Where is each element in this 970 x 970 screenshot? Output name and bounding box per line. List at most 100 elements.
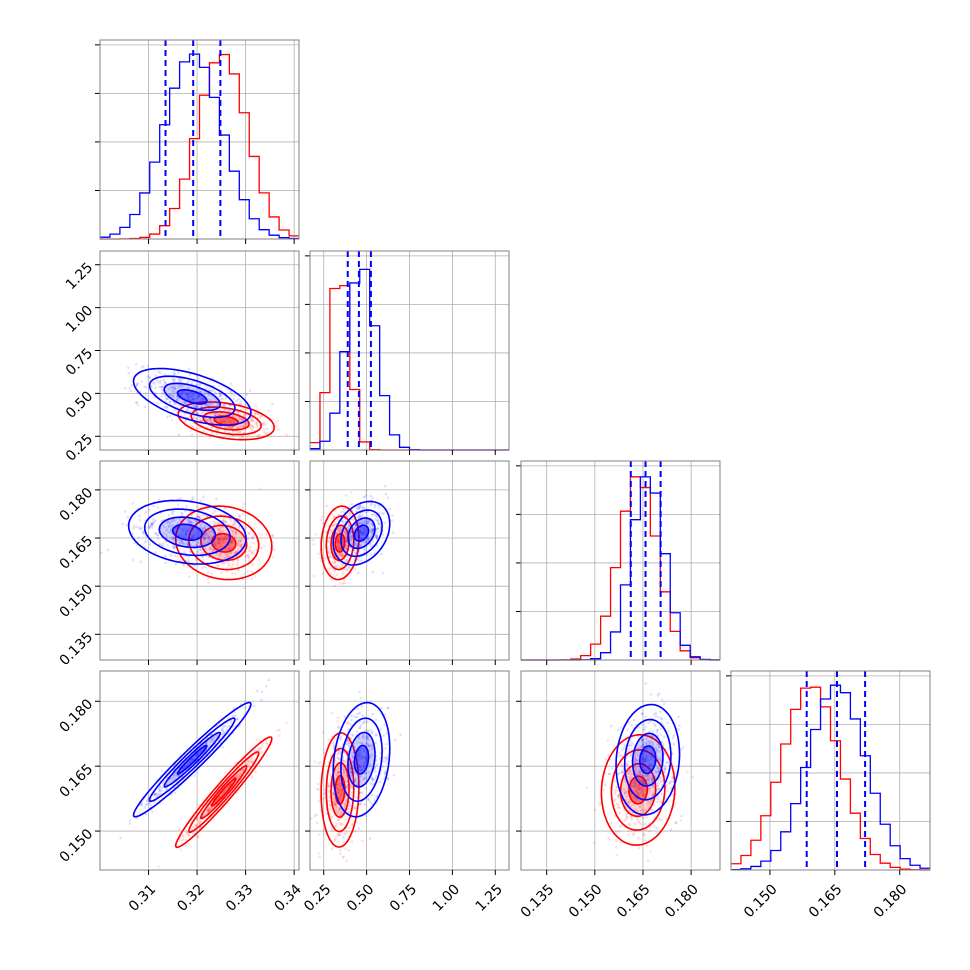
scatter-point [147, 525, 151, 529]
scatter-point [187, 518, 190, 522]
scatter-point [640, 745, 644, 749]
scatter-point [354, 777, 358, 781]
scatter-point [367, 538, 370, 541]
contour-blue-3 [347, 517, 376, 550]
density-fill-red [200, 525, 247, 561]
scatter-point [353, 745, 356, 749]
scatter-point [250, 570, 253, 573]
scatter-point [357, 515, 360, 519]
scatter-point [360, 530, 364, 534]
scatter-point [343, 527, 347, 531]
scatter-point [338, 814, 342, 817]
scatter-point [345, 800, 348, 803]
scatter-point [337, 534, 341, 537]
scatter-point [362, 519, 365, 522]
scatter-point [337, 544, 340, 548]
scatter-point [622, 787, 626, 791]
scatter-point [233, 522, 237, 526]
scatter-point [345, 539, 348, 543]
y-tick-label: 1.25 [63, 260, 96, 293]
scatter-point [197, 821, 201, 825]
scatter-point [146, 364, 150, 368]
scatter-point [355, 507, 359, 510]
scatter-point [632, 833, 636, 837]
scatter-point [128, 822, 132, 825]
scatter-point [338, 548, 342, 552]
scatter-point [264, 684, 268, 688]
scatter-point [616, 806, 620, 809]
scatter-point [337, 554, 341, 557]
density-fill-red [211, 778, 236, 806]
scatter-point [616, 768, 620, 772]
scatter-point [237, 410, 241, 414]
scatter-point [253, 413, 257, 416]
scatter-point [216, 428, 220, 431]
scatter-point [358, 515, 362, 518]
scatter-point [242, 572, 246, 576]
scatter-point [192, 393, 196, 397]
scatter-point [221, 420, 225, 424]
scatter-point [227, 426, 231, 430]
scatter-point [657, 787, 661, 790]
scatter-point [247, 553, 251, 557]
scatter-point [359, 696, 363, 700]
scatter-point [224, 520, 228, 524]
scatter-point [239, 544, 243, 548]
scatter-point [345, 568, 349, 571]
scatter-point [361, 533, 365, 536]
scatter-point [217, 564, 220, 568]
scatter-point [154, 386, 157, 390]
scatter-point [267, 409, 270, 413]
scatter-point [197, 531, 201, 535]
scatter-point [662, 767, 666, 770]
scatter-point [200, 406, 204, 410]
scatter-point [215, 552, 219, 556]
scatter-point [171, 779, 175, 782]
scatter-point [331, 712, 334, 715]
scatter-point [635, 751, 638, 755]
scatter-point [643, 834, 646, 837]
scatter-point [363, 776, 366, 780]
scatter-point [143, 540, 147, 544]
scatter-point [356, 741, 360, 744]
scatter-point [657, 758, 661, 762]
scatter-point [627, 765, 630, 768]
scatter-point [344, 547, 347, 551]
scatter-point [191, 495, 194, 499]
scatter-point [338, 560, 341, 564]
scatter-point [238, 526, 241, 529]
scatter-point [236, 563, 239, 567]
scatter-point [239, 539, 242, 543]
scatter-point [349, 534, 353, 538]
scatter-point [238, 539, 242, 543]
scatter-point [334, 808, 337, 811]
scatter-point [353, 557, 357, 561]
scatter-point [229, 420, 233, 424]
scatter-point [218, 538, 221, 541]
scatter-point [169, 529, 173, 533]
scatter-point [632, 718, 636, 722]
scatter-point [617, 752, 621, 755]
scatter-point [392, 773, 396, 777]
scatter-point [339, 793, 342, 797]
scatter-point [643, 786, 647, 790]
scatter-point [343, 558, 347, 561]
scatter-point [359, 774, 363, 778]
scatter-point [657, 781, 661, 785]
scatter-point [214, 542, 217, 545]
y-tick-label: 0.150 [57, 826, 97, 866]
scatter-point [176, 555, 180, 559]
scatter-point [643, 759, 647, 763]
x-tick-label: 0.180 [871, 881, 911, 921]
scatter-point [630, 748, 634, 752]
scatter-point [336, 768, 339, 772]
scatter-point [128, 386, 132, 390]
scatter-point [644, 755, 648, 759]
scatter-point [364, 757, 368, 760]
scatter-point [317, 852, 321, 855]
scatter-point [332, 793, 336, 797]
scatter-point [170, 531, 173, 535]
scatter-point [343, 581, 346, 585]
scatter-point [344, 798, 348, 802]
scatter-point [358, 711, 361, 715]
